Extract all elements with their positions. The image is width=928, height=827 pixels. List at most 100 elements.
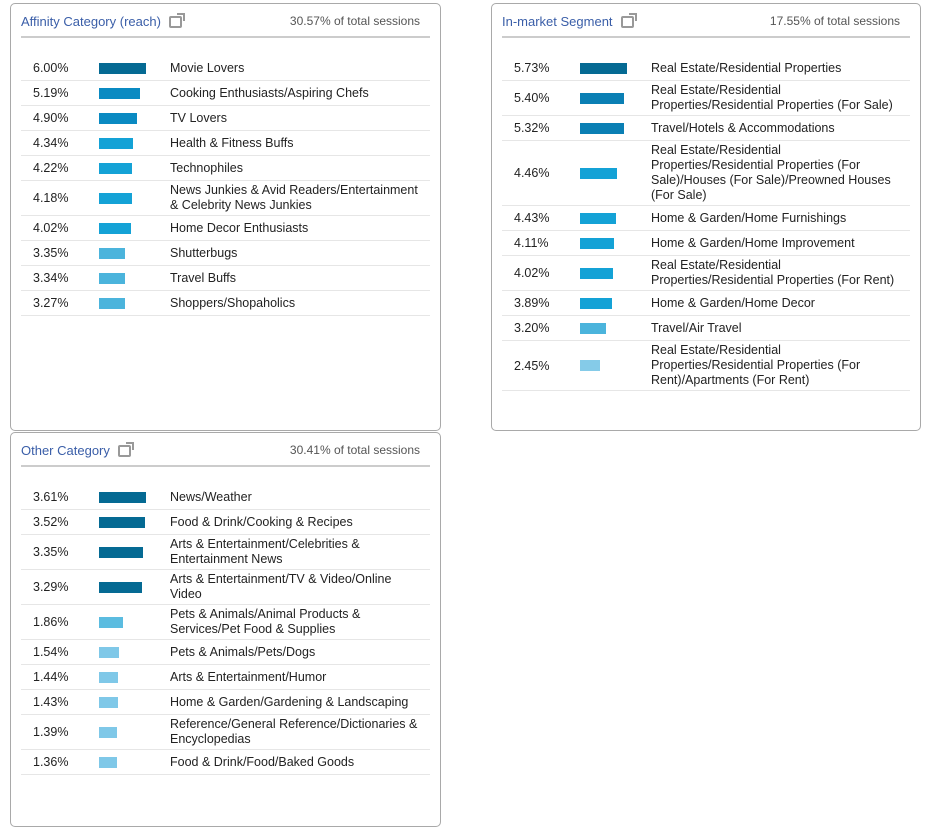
panel-title-text[interactable]: In-market Segment — [502, 14, 613, 29]
category-label: Arts & Entertainment/TV & Video/Online V… — [170, 572, 392, 601]
total-sessions: 30.57% of total sessions — [289, 14, 420, 28]
rows: 6.00% Movie Lovers 5.19% Cooking Enthusi… — [21, 56, 430, 316]
percent-value: 6.00% — [33, 61, 69, 75]
percent-value: 3.61% — [33, 490, 69, 504]
percent-value: 3.29% — [33, 580, 69, 594]
category-label: Cooking Enthusiasts/Aspiring Chefs — [170, 85, 369, 100]
panel-header: Affinity Category (reach) 30.57% of tota… — [21, 12, 430, 38]
value-bar — [580, 297, 612, 309]
other-category-panel: Other Category 30.41% of total sessions … — [10, 432, 441, 827]
table-row: 5.32% Travel/Hotels & Accommodations — [502, 116, 910, 141]
percent-value: 4.22% — [33, 161, 69, 175]
export-icon[interactable] — [117, 442, 134, 457]
category-label: Home & Garden/Home Decor — [651, 295, 815, 310]
table-row: 5.40% Real Estate/Residential Properties… — [502, 81, 910, 116]
export-icon[interactable] — [620, 13, 637, 28]
category-label: Pets & Animals/Pets/Dogs — [170, 644, 316, 659]
table-row: 1.86% Pets & Animals/Animal Products & S… — [21, 605, 430, 640]
category-label: Food & Drink/Cooking & Recipes — [170, 514, 353, 529]
value-bar — [99, 272, 126, 284]
in-market-segment-panel: In-market Segment 17.55% of total sessio… — [491, 3, 921, 431]
table-row: 1.43% Home & Garden/Gardening & Landscap… — [21, 690, 430, 715]
percent-value: 5.40% — [514, 91, 550, 105]
table-row: 4.34% Health & Fitness Buffs — [21, 131, 430, 156]
percent-value: 4.02% — [33, 221, 69, 235]
value-bar — [99, 87, 140, 99]
value-bar — [99, 112, 138, 124]
table-row: 3.27% Shoppers/Shopaholics — [21, 291, 430, 316]
total-sessions: 30.41% of total sessions — [289, 443, 420, 457]
value-bar — [580, 322, 607, 334]
value-bar — [99, 192, 132, 204]
value-bar — [580, 212, 617, 224]
category-label: Health & Fitness Buffs — [170, 135, 294, 150]
percent-value: 1.86% — [33, 615, 69, 629]
category-label: Home & Garden/Gardening & Landscaping — [170, 694, 409, 709]
table-row: 5.73% Real Estate/Residential Properties — [502, 56, 910, 81]
value-bar — [99, 516, 145, 528]
category-label: Real Estate/Residential Properties/Resid… — [651, 343, 861, 387]
percent-value: 4.18% — [33, 191, 69, 205]
value-bar — [99, 297, 125, 309]
table-row: 4.02% Real Estate/Residential Properties… — [502, 256, 910, 291]
panel-title-text[interactable]: Affinity Category (reach) — [21, 14, 161, 29]
value-bar — [99, 616, 124, 628]
table-row: 1.54% Pets & Animals/Pets/Dogs — [21, 640, 430, 665]
category-label: Shoppers/Shopaholics — [170, 295, 296, 310]
panel-title-text[interactable]: Other Category — [21, 443, 110, 458]
category-label: Travel/Air Travel — [651, 320, 742, 335]
value-bar — [99, 726, 118, 738]
percent-value: 5.19% — [33, 86, 69, 100]
value-bar — [99, 696, 118, 708]
table-row: 3.34% Travel Buffs — [21, 266, 430, 291]
table-row: 4.90% TV Lovers — [21, 106, 430, 131]
table-row: 6.00% Movie Lovers — [21, 56, 430, 81]
rows: 5.73% Real Estate/Residential Properties… — [502, 56, 910, 391]
table-row: 3.35% Shutterbugs — [21, 241, 430, 266]
category-label: Technophiles — [170, 160, 243, 175]
percent-value: 4.46% — [514, 166, 550, 180]
category-label: Shutterbugs — [170, 245, 238, 260]
table-row: 2.45% Real Estate/Residential Properties… — [502, 341, 910, 391]
value-bar — [99, 491, 146, 503]
category-label: Home & Garden/Home Furnishings — [651, 210, 847, 225]
category-label: Travel Buffs — [170, 270, 236, 285]
value-bar — [580, 122, 624, 134]
value-bar — [580, 62, 627, 74]
export-icon[interactable] — [168, 13, 185, 28]
percent-value: 3.27% — [33, 296, 69, 310]
table-row: 4.11% Home & Garden/Home Improvement — [502, 231, 910, 256]
category-label: Home Decor Enthusiasts — [170, 220, 309, 235]
percent-value: 5.32% — [514, 121, 550, 135]
value-bar — [99, 581, 142, 593]
panel-title[interactable]: In-market Segment — [502, 13, 637, 29]
category-label: Movie Lovers — [170, 60, 245, 75]
table-row: 1.44% Arts & Entertainment/Humor — [21, 665, 430, 690]
value-bar — [580, 167, 617, 179]
value-bar — [580, 267, 613, 279]
affinity-category-panel: Affinity Category (reach) 30.57% of tota… — [10, 3, 441, 431]
table-row: 4.43% Home & Garden/Home Furnishings — [502, 206, 910, 231]
panel-title[interactable]: Affinity Category (reach) — [21, 13, 185, 29]
table-row: 3.52% Food & Drink/Cooking & Recipes — [21, 510, 430, 535]
table-row: 4.46% Real Estate/Residential Properties… — [502, 141, 910, 206]
table-row: 1.36% Food & Drink/Food/Baked Goods — [21, 750, 430, 775]
percent-value: 1.39% — [33, 725, 69, 739]
percent-value: 3.35% — [33, 545, 69, 559]
percent-value: 3.34% — [33, 271, 69, 285]
value-bar — [99, 646, 119, 658]
percent-value: 4.43% — [514, 211, 550, 225]
value-bar — [99, 62, 146, 74]
value-bar — [99, 222, 131, 234]
category-label: Arts & Entertainment/Celebrities & Enter… — [170, 537, 360, 566]
category-label: Real Estate/Residential Properties — [651, 60, 842, 75]
panel-header: In-market Segment 17.55% of total sessio… — [502, 12, 910, 38]
table-row: 3.89% Home & Garden/Home Decor — [502, 291, 910, 316]
category-label: Arts & Entertainment/Humor — [170, 669, 327, 684]
panel-title[interactable]: Other Category — [21, 442, 134, 458]
percent-value: 3.89% — [514, 296, 550, 310]
percent-value: 5.73% — [514, 61, 550, 75]
value-bar — [99, 137, 133, 149]
value-bar — [99, 671, 118, 683]
panel-header: Other Category 30.41% of total sessions — [21, 441, 430, 467]
